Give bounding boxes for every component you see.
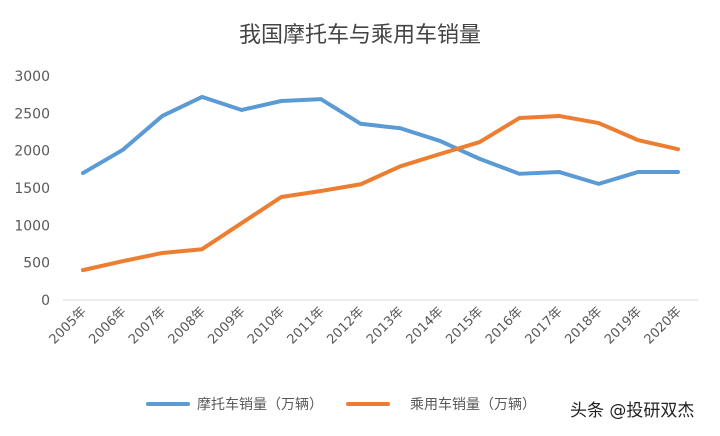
- x-tick-label: 2017年: [523, 304, 566, 347]
- x-tick-label: 2011年: [285, 304, 328, 347]
- x-tick-label: 2019年: [602, 304, 645, 347]
- x-tick-label: 2010年: [245, 304, 288, 347]
- series-line-0: [81, 94, 680, 186]
- x-tick-label: 2006年: [86, 304, 129, 347]
- y-tick-label: 3000: [14, 69, 50, 85]
- x-tick-label: 2007年: [126, 304, 169, 347]
- x-tick-label: 2020年: [642, 304, 685, 347]
- y-tick-label: 1500: [14, 181, 50, 197]
- x-tick-label: 2012年: [324, 304, 367, 347]
- y-tick-label: 1000: [14, 218, 50, 234]
- x-tick-label: 2018年: [562, 304, 605, 347]
- legend-label: 乘用车销量（万辆）: [410, 396, 536, 413]
- y-tick-label: 500: [23, 256, 50, 272]
- x-tick-label: 2014年: [404, 304, 447, 347]
- x-tick-label: 2008年: [166, 304, 209, 347]
- chart-title: 我国摩托车与乘用车销量: [239, 23, 481, 48]
- watermark: 头条 @投研双杰: [570, 401, 695, 421]
- x-tick-label: 2015年: [443, 304, 486, 347]
- x-tick-label: 2016年: [483, 304, 526, 347]
- series-line-1: [81, 113, 680, 273]
- x-tick-label: 2013年: [364, 304, 407, 347]
- x-tick-label: 2005年: [47, 304, 90, 347]
- legend-label: 摩托车销量（万辆）: [197, 396, 323, 413]
- y-tick-label: 2500: [14, 106, 50, 122]
- y-tick-label: 0: [41, 293, 50, 309]
- y-tick-label: 2000: [14, 144, 50, 160]
- x-tick-label: 2009年: [205, 304, 248, 347]
